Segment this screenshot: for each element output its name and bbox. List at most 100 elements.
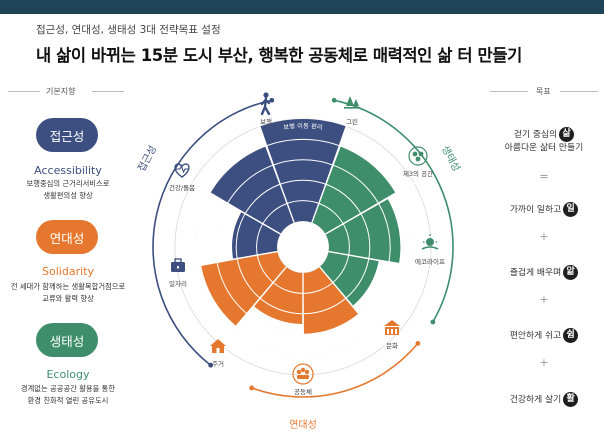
goal-5: 건강하게 살기 활 (488, 392, 600, 407)
building-icon (384, 320, 400, 335)
house-icon-part (210, 339, 226, 346)
pillar-ecology-desc: 경계없는 공공공간 활용을 통한 환경 친화적 열린 공유도시 (4, 383, 132, 407)
goal-separator: + (539, 293, 549, 306)
desc-line: 환경 친화적 열린 공유도시 (27, 396, 109, 405)
icon-label: 문화 (386, 342, 398, 350)
building-icon-part (387, 329, 389, 334)
arc-end-dot (331, 97, 337, 103)
goal-text: 편안하게 쉬고 (509, 331, 562, 341)
community-icon-part (300, 367, 306, 373)
pillar-solidarity-badge: 연대성 (36, 220, 98, 254)
desc-line: 보행중심의 근거리서비스로 (26, 179, 110, 188)
sector-spoke (218, 266, 287, 348)
sector-wedge (303, 267, 359, 335)
sector-spoke (319, 266, 388, 348)
sector-label: 보행 이동 편리 (283, 121, 324, 132)
sector-spoke (174, 250, 278, 271)
community-icon-part (304, 369, 310, 375)
accessibility-arc (152, 99, 272, 366)
building-icon-part (395, 329, 397, 334)
community-icon-part (297, 375, 309, 379)
pillar-ecology-badge: 생태성 (36, 323, 98, 357)
heart-pulse-icon-part (176, 164, 188, 174)
tree-icon-part (344, 107, 360, 109)
sun-icon (421, 234, 439, 250)
people-group-icon (408, 146, 428, 166)
walking-person-icon-part (263, 92, 269, 98)
goal-text: 건강하게 살기 (509, 395, 562, 405)
goal-char-disc: 활 (563, 392, 579, 407)
sector-spoke (190, 181, 281, 235)
heart-pulse-icon (174, 163, 190, 178)
sector-wedge (319, 251, 379, 306)
walking-person-icon (260, 92, 271, 116)
ring-label-accessibility: 접근성 (136, 144, 160, 174)
sector-spoke (325, 181, 416, 235)
tree-icon-part (353, 99, 359, 106)
people-group-icon-part (418, 151, 424, 157)
ecology-arc (334, 99, 454, 323)
desc-line: 전 세대가 함께하는 생활복합거점으로 (10, 282, 126, 291)
sector-label-text: 보행 이동 편리 (283, 121, 324, 132)
arc-end-dot (249, 385, 255, 391)
icon-label: 공동체 (294, 388, 312, 396)
tree-icon (344, 96, 360, 109)
page-title: 내 삶이 바뀌는 15분 도시 부산, 행복한 공동체로 매력적인 삶 터 만들… (36, 46, 522, 65)
pillar-ecology-en: Ecology (46, 368, 90, 381)
goal-char-disc: 쉼 (563, 328, 579, 343)
goal-char-disc: 앎 (563, 265, 579, 280)
goal-1: 걷기 중심의 삶 아름다운 삶터 만들기 (488, 127, 600, 155)
desc-line: 경계없는 공공공간 활용을 통한 (20, 384, 116, 393)
building-icon-part (384, 320, 400, 326)
top-banner (0, 0, 604, 14)
community-icon-part (296, 369, 302, 375)
icon-label: 보행 (260, 117, 272, 126)
icon-label: 건강/돌봄 (169, 183, 195, 192)
goal-separator: + (539, 230, 549, 243)
left-heading-line-left (8, 91, 40, 92)
left-heading: 기본지향 (46, 87, 76, 96)
icon-label: 일자리 (169, 279, 187, 288)
icon-label: 그린 (346, 118, 358, 126)
right-heading-line-right (560, 91, 598, 92)
sector-spoke (311, 124, 349, 223)
arc-end-dot (430, 319, 436, 325)
goal-separator: + (539, 356, 549, 369)
sector-wedge (254, 267, 303, 324)
desc-line: 생활편의성 향상 (43, 191, 93, 200)
pillar-accessibility-badge: 접근성 (36, 118, 98, 152)
icon-label: 주거 (212, 359, 224, 368)
pillar-solidarity-en: Solidarity (42, 265, 94, 278)
page-subtitle: 접근성, 연대성, 생태성 3대 전략목표 설정 (36, 24, 221, 36)
sector-spoke (328, 250, 432, 271)
goal-text-2: 아름다운 삶터 만들기 (504, 143, 584, 153)
right-heading: 목표 (536, 87, 551, 96)
briefcase-icon-part (177, 266, 179, 269)
goal-3: 즐겁게 배우며 앎 (488, 265, 600, 280)
sector-wedge (325, 199, 401, 263)
sun-icon-part (423, 234, 437, 243)
goal-text: 걷기 중심의 (513, 130, 558, 140)
desc-line: 교류와 활력 향상 (42, 294, 94, 303)
house-icon (210, 339, 226, 353)
goal-text: 가까이 일하고 (509, 205, 562, 215)
sector-wedge (260, 119, 346, 223)
icon-label: 제3의 공간 (403, 169, 433, 178)
people-group-icon-part (408, 146, 428, 166)
arc-end-dot (208, 362, 214, 368)
briefcase-icon-part (174, 258, 182, 264)
ring-label-solidarity: 연대성 (289, 419, 317, 431)
sector-wedge (232, 212, 281, 259)
people-group-icon-part (415, 156, 421, 162)
people-group-icon-part (412, 151, 418, 157)
house-icon-part (216, 348, 220, 353)
tree-icon-part (346, 96, 354, 106)
community-icon-part (292, 363, 314, 385)
goal-2: 가까이 일하고 일 (488, 202, 600, 217)
goal-text: 즐겁게 배우며 (509, 268, 562, 278)
pillar-solidarity-desc: 전 세대가 함께하는 생활복합거점으로 교류와 활력 향상 (2, 281, 134, 305)
sun-icon-part (426, 238, 434, 246)
solidarity-arc (251, 342, 419, 398)
sector-spoke (257, 124, 295, 223)
